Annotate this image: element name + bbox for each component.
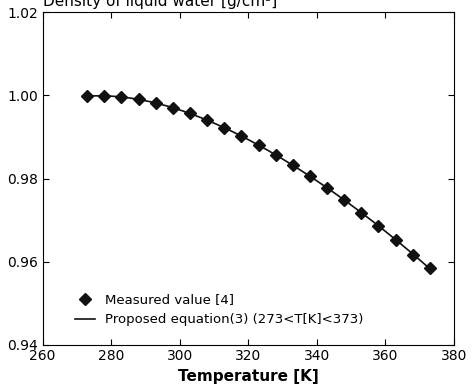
Measured value [4] [153,100,159,105]
Measured value [4] [290,163,296,168]
Proposed equation(3) (273<T[K]<373) [97,93,102,98]
Proposed equation(3) (273<T[K]<373) [366,216,372,221]
Measured value [4] [410,252,416,257]
Measured value [4] [84,94,90,99]
Measured value [4] [427,266,433,271]
Measured value [4] [118,94,124,99]
Measured value [4] [255,143,261,148]
Proposed equation(3) (273<T[K]<373) [271,151,276,156]
Proposed equation(3) (273<T[K]<373) [250,140,255,144]
Measured value [4] [170,106,176,110]
X-axis label: Temperature [K]: Temperature [K] [178,369,319,384]
Legend: Measured value [4], Proposed equation(3) (273<T[K]<373): Measured value [4], Proposed equation(3)… [70,288,369,332]
Proposed equation(3) (273<T[K]<373) [84,94,90,99]
Measured value [4] [101,93,107,98]
Line: Proposed equation(3) (273<T[K]<373): Proposed equation(3) (273<T[K]<373) [87,96,430,269]
Line: Measured value [4]: Measured value [4] [83,92,434,273]
Measured value [4] [358,210,364,215]
Measured value [4] [324,185,330,190]
Measured value [4] [187,111,193,116]
Measured value [4] [136,97,141,102]
Measured value [4] [307,174,313,178]
Proposed equation(3) (273<T[K]<373) [248,138,254,143]
Measured value [4] [273,152,279,157]
Measured value [4] [341,197,347,202]
Proposed equation(3) (273<T[K]<373) [289,162,295,167]
Text: Density of liquid water [g/cm³]: Density of liquid water [g/cm³] [43,0,277,9]
Measured value [4] [204,118,210,123]
Measured value [4] [221,126,227,130]
Measured value [4] [393,238,399,242]
Proposed equation(3) (273<T[K]<373) [419,260,425,265]
Measured value [4] [238,134,244,138]
Proposed equation(3) (273<T[K]<373) [427,266,433,271]
Measured value [4] [375,224,381,228]
